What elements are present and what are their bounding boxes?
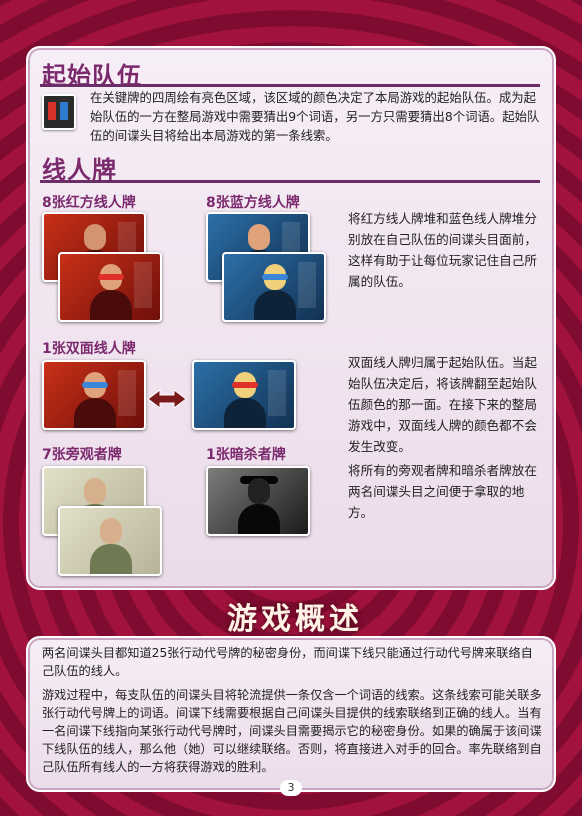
flip-arrows-icon: [147, 389, 187, 409]
page-number: 3: [280, 780, 302, 796]
starting-team-text: 在关键牌的四周绘有亮色区域，该区域的颜色决定了本局游戏的起始队伍。成为起始队伍的…: [90, 90, 540, 143]
assassin-label: 1张暗杀者牌: [206, 447, 286, 463]
bystander-card-front: [58, 506, 162, 576]
agents-rule: [40, 180, 540, 183]
agents-title: 线人牌: [42, 156, 117, 184]
overview-paragraph-2: 游戏过程中，每支队伍的间谍头目将轮流提供一条仅含一个词语的线索。这条线索可能关联…: [42, 688, 542, 774]
double-agent-text: 双面线人牌归属于起始队伍。当起始队伍决定后，将该牌翻至起始队伍颜色的那一面。在接…: [348, 355, 537, 454]
overview-paragraph-1: 两名间谍头目都知道25张行动代号牌的秘密身份，而间谍下线只能通过行动代号牌来联络…: [42, 646, 533, 678]
blue-agent-card-front: [222, 252, 326, 322]
team-piles-text: 将红方线人牌堆和蓝色线人牌堆分别放在自己队伍的间谍头目面前，这样有助于让每位玩家…: [348, 211, 537, 289]
blue-agents-label: 8张蓝方线人牌: [206, 195, 300, 211]
double-agent-card-red-side: [42, 360, 146, 430]
double-agent-card-blue-side: [192, 360, 296, 430]
double-agent-label: 1张双面线人牌: [42, 341, 136, 357]
key-card-icon: [42, 94, 76, 130]
red-agent-card-front: [58, 252, 162, 322]
bystander-assassin-text: 将所有的旁观者牌和暗杀者牌放在两名间谍头目之间便于拿取的地方。: [348, 463, 537, 520]
assassin-card: [206, 466, 310, 536]
starting-team-rule: [40, 84, 540, 87]
red-agents-label: 8张红方线人牌: [42, 195, 136, 211]
overview-title: 游戏概述: [227, 602, 363, 637]
bystanders-label: 7张旁观者牌: [42, 447, 122, 463]
